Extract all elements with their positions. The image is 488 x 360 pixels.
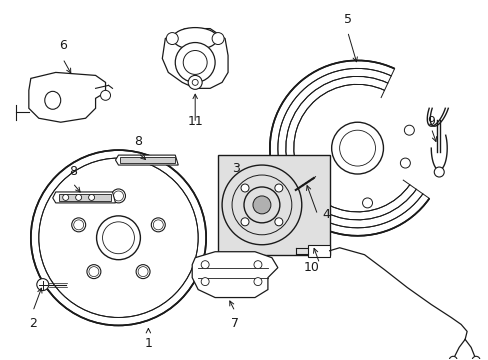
Circle shape	[274, 218, 282, 226]
Circle shape	[166, 32, 178, 45]
Text: 5: 5	[343, 13, 351, 26]
Text: 7: 7	[230, 318, 239, 330]
Circle shape	[31, 150, 206, 325]
Text: 10: 10	[303, 261, 319, 274]
Circle shape	[62, 194, 68, 201]
Text: 8: 8	[68, 165, 77, 178]
Circle shape	[212, 32, 224, 45]
PathPatch shape	[53, 192, 115, 203]
Circle shape	[331, 122, 383, 174]
Text: 8: 8	[134, 135, 142, 148]
Circle shape	[136, 265, 150, 279]
Circle shape	[101, 90, 110, 100]
Text: 6: 6	[59, 40, 66, 53]
Circle shape	[448, 356, 456, 360]
Bar	[120, 157, 175, 163]
Bar	[307, 245, 329, 257]
Text: 9: 9	[427, 115, 434, 128]
Circle shape	[241, 218, 248, 226]
Ellipse shape	[45, 91, 61, 109]
Circle shape	[72, 218, 85, 232]
PathPatch shape	[115, 155, 178, 165]
Circle shape	[252, 196, 270, 214]
Circle shape	[87, 265, 101, 279]
PathPatch shape	[29, 72, 105, 122]
PathPatch shape	[192, 252, 277, 298]
Circle shape	[362, 198, 372, 208]
Circle shape	[111, 189, 125, 203]
Circle shape	[175, 42, 215, 82]
Circle shape	[201, 261, 209, 269]
Circle shape	[241, 184, 248, 192]
Text: 3: 3	[232, 162, 240, 175]
Circle shape	[201, 278, 209, 285]
PathPatch shape	[162, 28, 227, 88]
Circle shape	[433, 167, 443, 177]
Bar	[218, 155, 329, 255]
Circle shape	[76, 194, 81, 201]
Circle shape	[471, 356, 479, 360]
Circle shape	[400, 158, 409, 168]
Text: 11: 11	[187, 115, 203, 128]
Text: 4: 4	[322, 208, 330, 221]
Circle shape	[151, 218, 165, 232]
Circle shape	[37, 279, 49, 291]
Text: 1: 1	[144, 337, 152, 350]
Wedge shape	[270, 62, 427, 235]
Circle shape	[188, 75, 202, 89]
Circle shape	[88, 194, 94, 201]
Circle shape	[404, 125, 413, 135]
Circle shape	[274, 184, 282, 192]
Ellipse shape	[172, 28, 217, 50]
Bar	[59, 194, 110, 201]
Circle shape	[253, 261, 262, 269]
Text: 2: 2	[29, 318, 37, 330]
Circle shape	[253, 278, 262, 285]
